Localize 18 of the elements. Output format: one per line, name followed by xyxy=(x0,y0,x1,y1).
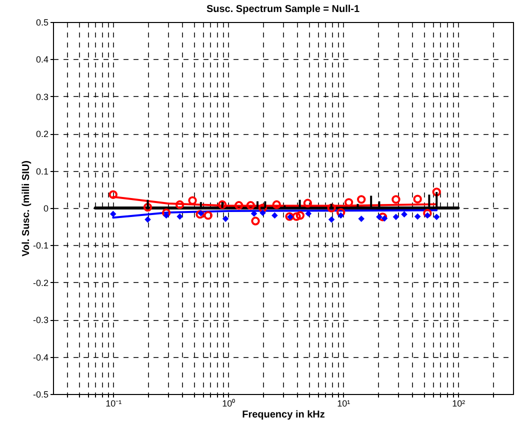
y-tick-label: -0.2 xyxy=(32,278,48,288)
x-tick-label: 10⁻¹ xyxy=(106,398,122,408)
y-tick-label: 0.3 xyxy=(36,92,48,102)
x-axis-title: Frequency in kHz xyxy=(242,410,325,420)
y-tick-label: -0.5 xyxy=(32,390,48,400)
y-tick-label: 0.1 xyxy=(36,166,48,176)
y-tick-label: -0.1 xyxy=(32,240,48,251)
y-tick-label: 0.2 xyxy=(36,129,48,140)
y-tick-label: 0.5 xyxy=(36,18,48,28)
y-axis-title: Vol. Susc. (milli SIU) xyxy=(20,160,32,256)
x-tick-label: 10⁰ xyxy=(222,398,236,408)
x-tick-label: 10² xyxy=(452,398,466,408)
y-tick-label: -0.3 xyxy=(32,315,48,326)
x-tick-label: 10¹ xyxy=(337,398,350,408)
chart-title: Susc. Spectrum Sample = Null-1 xyxy=(206,4,360,15)
y-tick-label: 0 xyxy=(43,204,48,214)
y-tick-label: -0.4 xyxy=(32,352,48,362)
y-tick-label: 0.4 xyxy=(36,54,48,65)
